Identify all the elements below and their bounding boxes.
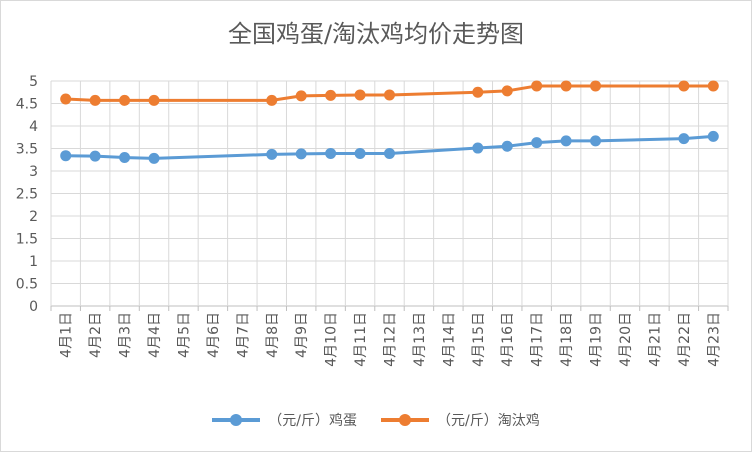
data-point (707, 80, 719, 92)
data-point (590, 135, 602, 147)
y-tick-label: 0 (29, 299, 38, 315)
data-point (354, 89, 366, 101)
y-tick-label: 2.5 (16, 187, 38, 203)
data-point (560, 80, 572, 92)
data-point (590, 80, 602, 92)
data-point (560, 135, 572, 147)
data-point (295, 148, 307, 160)
x-tick-label: 4月12日 (383, 312, 399, 367)
gridlines (50, 80, 729, 311)
x-tick-label: 4月3日 (118, 312, 134, 358)
x-tick-label: 4月21日 (647, 312, 663, 367)
x-tick-label: 4月6日 (206, 312, 222, 358)
y-axis-tick-labels: 0 0.5 1 1.5 2 2.5 3 3.5 4 4.5 5 (16, 74, 38, 315)
x-tick-label: 4月14日 (441, 312, 457, 367)
x-tick-label: 4月2日 (88, 312, 104, 358)
series-culled-hens (60, 80, 719, 106)
data-point (501, 140, 513, 152)
y-tick-label: 3.5 (16, 142, 38, 158)
legend-label-culled-hens: （元/斤）淘汰鸡 (437, 413, 540, 429)
data-point (531, 137, 543, 149)
x-tick-label: 4月7日 (235, 312, 251, 358)
x-tick-label: 4月15日 (471, 312, 487, 367)
x-axis-tick-labels: 4月1日 4月2日 4月3日 4月4日 4月5日 4月6日 4月7日 4月8日 4月9日 4月10… (59, 312, 723, 367)
x-tick-label: 4月18日 (559, 312, 575, 367)
y-tick-label: 4 (29, 119, 38, 135)
y-tick-label: 0.5 (16, 277, 38, 293)
data-point (295, 90, 307, 102)
data-point (384, 89, 395, 101)
data-point (89, 150, 101, 162)
y-tick-label: 5 (29, 74, 38, 90)
data-point (472, 142, 484, 154)
data-point (60, 93, 72, 105)
x-tick-label: 4月5日 (176, 312, 192, 358)
x-tick-label: 4月8日 (265, 312, 281, 358)
y-tick-label: 1.5 (16, 232, 38, 248)
data-point (325, 147, 337, 159)
data-point (472, 86, 484, 98)
data-point (148, 94, 160, 106)
legend-swatch-eggs (212, 414, 261, 426)
legend-item-eggs: （元/斤）鸡蛋 (212, 410, 357, 430)
legend: （元/斤）鸡蛋 （元/斤）淘汰鸡 (0, 410, 752, 430)
data-point (707, 130, 719, 142)
x-tick-label: 4月22日 (677, 312, 693, 367)
data-point (119, 94, 131, 106)
data-point (354, 147, 366, 159)
data-point (531, 80, 543, 92)
legend-swatch-culled-hens (381, 414, 429, 426)
series-line (65, 134, 714, 160)
series-eggs (60, 130, 719, 164)
y-tick-label: 3 (29, 164, 38, 180)
legend-label-eggs: （元/斤）鸡蛋 (268, 413, 357, 429)
data-point (501, 85, 513, 97)
data-point (678, 133, 690, 145)
data-point (148, 152, 160, 164)
x-tick-label: 4月9日 (294, 312, 310, 358)
data-point (325, 89, 337, 101)
x-tick-label: 4月20日 (618, 312, 634, 367)
chart-title: 全国鸡蛋/淘汰鸡均价走势图 (227, 20, 525, 48)
legend-item-culled-hens: （元/斤）淘汰鸡 (381, 410, 540, 430)
data-point (119, 152, 131, 163)
data-point (678, 80, 690, 92)
x-tick-label: 4月19日 (589, 312, 605, 367)
y-tick-label: 4.5 (16, 97, 38, 113)
y-tick-label: 2 (29, 209, 38, 225)
data-point (60, 150, 72, 162)
data-point (266, 148, 278, 160)
x-tick-label: 4月16日 (500, 312, 516, 367)
data-point (266, 94, 278, 106)
x-tick-label: 4月17日 (530, 312, 546, 367)
y-tick-label: 1 (29, 254, 38, 270)
x-tick-label: 4月1日 (59, 312, 75, 358)
series-layer (60, 80, 719, 164)
x-tick-label: 4月10日 (324, 312, 340, 367)
x-tick-label: 4月13日 (412, 312, 428, 367)
series-line (65, 84, 714, 102)
data-point (89, 94, 101, 106)
x-tick-label: 4月4日 (147, 312, 163, 358)
x-tick-label: 4月23日 (706, 312, 722, 367)
data-point (384, 147, 395, 159)
x-tick-label: 4月11日 (353, 312, 369, 367)
